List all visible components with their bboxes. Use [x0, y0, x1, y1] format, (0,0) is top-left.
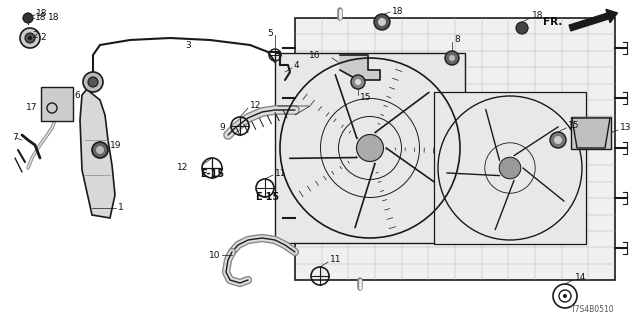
Circle shape: [29, 37, 31, 39]
Text: 7: 7: [12, 133, 18, 142]
Circle shape: [499, 157, 521, 179]
Circle shape: [351, 75, 365, 89]
Circle shape: [355, 79, 361, 85]
Circle shape: [25, 33, 35, 43]
Circle shape: [516, 22, 528, 34]
Circle shape: [378, 18, 386, 26]
Circle shape: [374, 14, 390, 30]
Circle shape: [29, 37, 31, 39]
Polygon shape: [80, 88, 115, 218]
Polygon shape: [295, 18, 615, 280]
Text: FR.: FR.: [543, 17, 562, 27]
Text: 12: 12: [250, 101, 261, 110]
Text: 2: 2: [32, 31, 38, 41]
Text: 9: 9: [220, 124, 225, 132]
Text: 4: 4: [294, 61, 300, 70]
Text: 16: 16: [308, 52, 320, 60]
Text: 10: 10: [209, 251, 220, 260]
Polygon shape: [340, 55, 380, 80]
FancyArrow shape: [569, 9, 618, 31]
Text: 5: 5: [267, 28, 273, 37]
Circle shape: [23, 13, 33, 23]
Circle shape: [83, 72, 103, 92]
Text: 13: 13: [620, 124, 632, 132]
Text: 11: 11: [275, 169, 287, 178]
Text: 18: 18: [48, 13, 60, 22]
Text: 17: 17: [26, 103, 37, 113]
Bar: [275, 53, 465, 243]
Polygon shape: [572, 118, 610, 148]
Text: 18: 18: [532, 12, 543, 20]
Text: 19: 19: [110, 141, 122, 150]
Text: T7S4B0510: T7S4B0510: [572, 306, 615, 315]
Circle shape: [445, 51, 459, 65]
Text: E-15: E-15: [200, 169, 224, 179]
Text: 8: 8: [454, 36, 460, 44]
Text: 18: 18: [35, 12, 47, 21]
Text: 1: 1: [118, 204, 124, 212]
Text: 12: 12: [177, 163, 188, 172]
Circle shape: [92, 142, 108, 158]
Text: 6: 6: [74, 92, 80, 100]
Circle shape: [449, 55, 455, 61]
Text: 15: 15: [568, 122, 579, 131]
Text: E-15: E-15: [255, 192, 279, 202]
Bar: [434, 92, 586, 244]
Text: 11: 11: [330, 255, 342, 265]
Text: 15: 15: [360, 92, 371, 101]
Circle shape: [29, 37, 31, 39]
Text: 3: 3: [185, 41, 191, 50]
Circle shape: [563, 294, 567, 298]
FancyBboxPatch shape: [41, 87, 73, 121]
Circle shape: [29, 37, 31, 39]
Circle shape: [29, 37, 31, 39]
Text: 18: 18: [36, 10, 47, 19]
Text: 14: 14: [575, 274, 586, 283]
Circle shape: [20, 28, 40, 48]
Circle shape: [29, 37, 31, 39]
Circle shape: [550, 132, 566, 148]
Text: 2: 2: [40, 34, 45, 43]
Circle shape: [29, 37, 31, 39]
Circle shape: [356, 134, 383, 162]
Circle shape: [96, 146, 104, 154]
Circle shape: [88, 77, 98, 87]
Text: 18: 18: [392, 7, 403, 17]
Circle shape: [554, 136, 562, 144]
FancyBboxPatch shape: [571, 117, 611, 149]
